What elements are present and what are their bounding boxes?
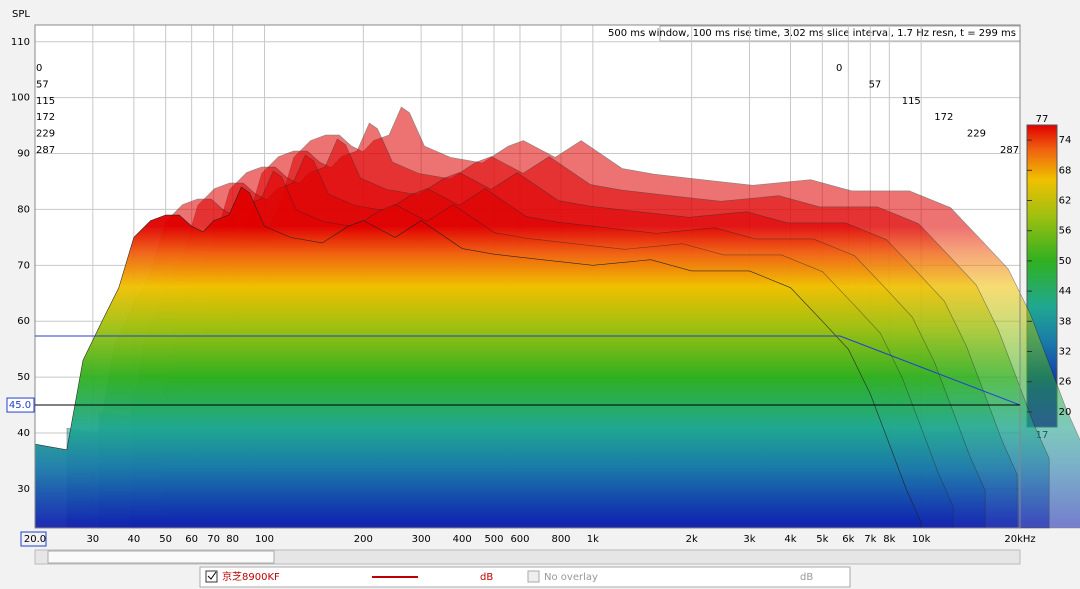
y-tick-label: 80	[17, 204, 30, 215]
x-tick-label: 3k	[743, 534, 755, 545]
slice-label: 0	[36, 63, 42, 74]
x-tick-label: 50	[159, 534, 172, 545]
checkbox[interactable]	[205, 570, 218, 583]
y-axis-label: SPL	[12, 9, 30, 20]
scroll-thumb[interactable]	[47, 550, 275, 564]
x-tick-label: 5k	[816, 534, 828, 545]
x-tick-label: 60	[185, 534, 198, 545]
slice-label: 115	[36, 96, 55, 107]
y-tick-label: 70	[17, 260, 30, 271]
colorbar-tick-label: 68	[1059, 165, 1072, 176]
x-tick-label: 1k	[587, 534, 599, 545]
x-tick-label: 8k	[883, 534, 895, 545]
y-tick-label: 90	[17, 149, 30, 160]
colorbar-tick-label: 32	[1059, 347, 1072, 358]
legend	[199, 566, 851, 588]
x-tick-label: 7k	[864, 534, 876, 545]
cursor-label: 45.0	[9, 400, 31, 411]
overlay-unit: dB	[800, 572, 813, 583]
check	[207, 571, 217, 580]
x-tick-label: 600	[510, 534, 529, 545]
x-tick-label: 20kHz	[1004, 534, 1035, 545]
colorbar-tick-label: 74	[1059, 135, 1072, 146]
colorbar-tick-label: 62	[1059, 196, 1072, 207]
scrollbar[interactable]	[34, 549, 1021, 565]
slice-label: 229	[967, 128, 986, 139]
x-tick-label: 70	[207, 534, 220, 545]
x-tick-label: 100	[255, 534, 274, 545]
legend-unit: dB	[480, 572, 493, 583]
x-tick-label: 800	[551, 534, 570, 545]
x-tick-label: 30	[86, 534, 99, 545]
colorbar-max: 77	[1036, 114, 1049, 125]
y-tick-label: 40	[17, 428, 30, 439]
annotation: 500 ms window, 100 ms rise time, 3.02 ms…	[608, 28, 1016, 39]
slice-label: 287	[36, 145, 55, 156]
checkbox-overlay[interactable]	[527, 570, 540, 583]
colorbar-tick-label: 44	[1059, 286, 1072, 297]
x-tick-label: 20.0	[24, 534, 46, 545]
y-tick-label: 110	[11, 37, 30, 48]
x-tick-label: 400	[453, 534, 472, 545]
slice-label: 287	[1000, 145, 1019, 156]
perspective-line	[35, 335, 1021, 406]
x-tick-label: 2k	[686, 534, 698, 545]
x-tick-label: 200	[354, 534, 373, 545]
slice-label: 115	[902, 96, 921, 107]
x-tick-label: 10k	[912, 534, 931, 545]
slice-label: 57	[36, 79, 49, 90]
colorbar-tick-label: 38	[1059, 316, 1072, 327]
x-tick-label: 4k	[784, 534, 796, 545]
slice-label: 172	[36, 112, 55, 123]
y-tick-label: 50	[17, 372, 30, 383]
slice-label: 57	[869, 79, 882, 90]
slice-label: 172	[934, 112, 953, 123]
x-tick-label: 40	[127, 534, 140, 545]
plot-frame	[34, 24, 1021, 529]
x-tick-label: 500	[484, 534, 503, 545]
colorbar-tick-label: 20	[1059, 407, 1072, 418]
x-tick-label: 300	[412, 534, 431, 545]
slice-label: 0	[836, 63, 842, 74]
legend-name: 京芝8900KF	[222, 570, 280, 583]
colorbar-tick-label: 56	[1059, 226, 1072, 237]
slice-label: 229	[36, 128, 55, 139]
overlay-label: No overlay	[544, 572, 598, 583]
x-start-box	[20, 531, 47, 547]
cursor-box	[6, 397, 35, 413]
y-tick-label: 100	[11, 93, 30, 104]
colorbar-tick-label: 50	[1059, 256, 1072, 267]
colorbar-tick-label: 26	[1059, 377, 1072, 388]
front-slice	[34, 186, 922, 529]
y-tick-label: 30	[17, 484, 30, 495]
x-tick-label: 6k	[842, 534, 854, 545]
y-tick-label: 60	[17, 316, 30, 327]
x-tick-label: 80	[226, 534, 239, 545]
